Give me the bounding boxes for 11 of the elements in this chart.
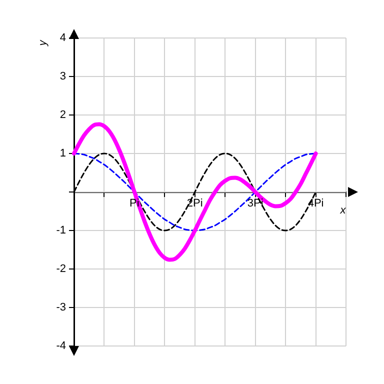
y-tick-label: -1 xyxy=(56,224,66,237)
x-tick-label: 4Pi xyxy=(308,198,324,210)
y-tick-label: -3 xyxy=(56,302,66,314)
y-tick-label: -2 xyxy=(56,263,66,276)
y-tick-label: 2 xyxy=(60,109,66,122)
x-axis-title: x xyxy=(339,204,346,217)
y-tick-label: -4 xyxy=(56,340,66,352)
y-axis-title: y xyxy=(37,38,50,47)
y-tick-label: 4 xyxy=(60,32,66,44)
y-tick-label: 3 xyxy=(60,70,66,83)
y-tick-label: 1 xyxy=(60,148,66,160)
